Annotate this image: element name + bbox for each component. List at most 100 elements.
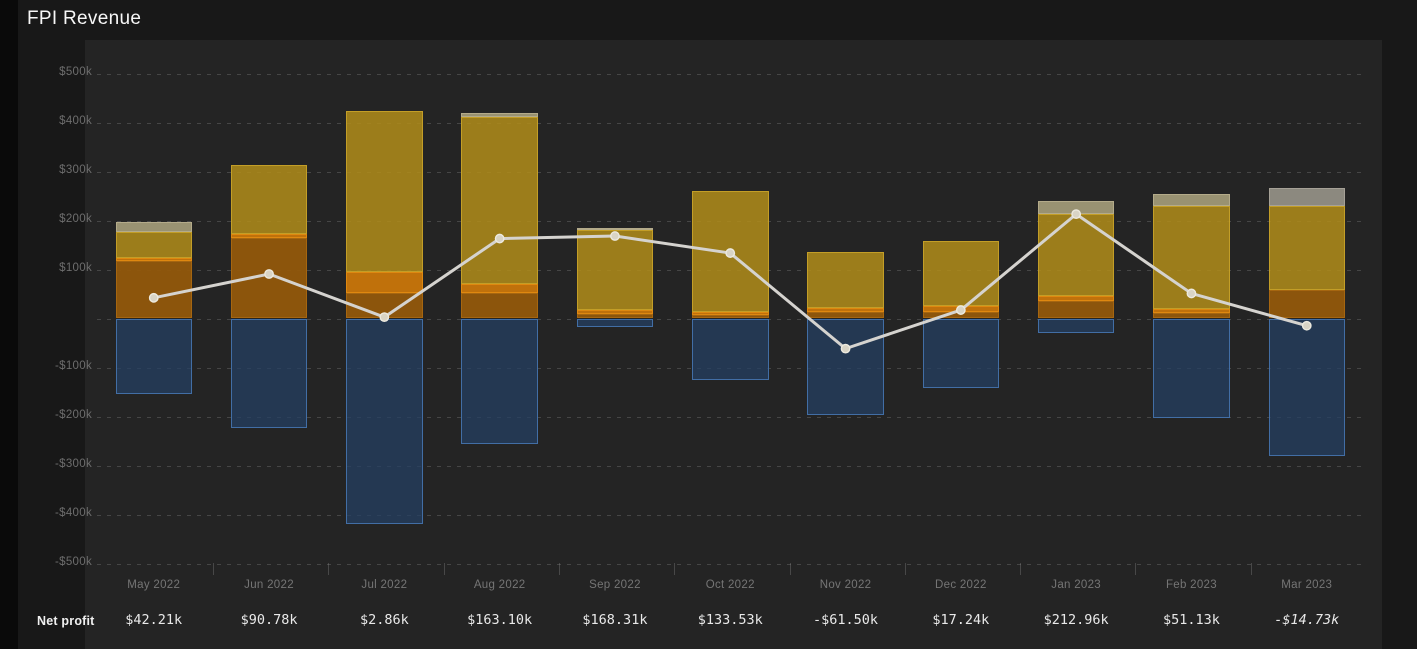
- x-axis-label-mar-2023: Mar 2023: [1281, 579, 1333, 591]
- segment-negative-blue-jan-2023[interactable]: [1037, 318, 1115, 334]
- x-axis-tick: [558, 563, 560, 575]
- x-axis-tick: [443, 563, 445, 575]
- gridline--500: [97, 563, 1362, 565]
- segment-orange-bright-jun-2022[interactable]: [230, 234, 308, 238]
- net-profit-value-jun-2022: $90.78k: [240, 612, 298, 628]
- x-axis-tick: [1250, 563, 1252, 575]
- net-profit-value-aug-2022: $163.10k: [467, 612, 533, 628]
- segment-orange-bright-nov-2022[interactable]: [807, 307, 884, 313]
- x-axis-label-aug-2022: Aug 2022: [473, 579, 526, 591]
- page-title: FPI Revenue: [27, 8, 142, 29]
- net-profit-point-nov-2022[interactable]: [840, 343, 851, 354]
- net-profit-value-feb-2023: $51.13k: [1162, 612, 1220, 628]
- segment-khaki-feb-2023[interactable]: [1153, 194, 1230, 207]
- y-axis-label: -$400k: [55, 506, 92, 519]
- gridline--400: [97, 514, 1362, 516]
- x-axis-label-jan-2023: Jan 2023: [1051, 579, 1102, 591]
- x-axis-tick: [213, 563, 214, 575]
- gridline-500: [97, 73, 1362, 75]
- x-axis-tick: [328, 563, 330, 575]
- segment-orange-dark-aug-2022[interactable]: [461, 293, 538, 319]
- segment-negative-blue-dec-2022[interactable]: [922, 318, 1000, 388]
- x-axis-label-may-2022: May 2022: [127, 579, 181, 591]
- net-profit-value-dec-2022: $17.24k: [932, 612, 990, 628]
- net-profit-value-may-2022: $42.21k: [125, 612, 183, 628]
- x-axis-label-jul-2022: Jul 2022: [361, 579, 408, 591]
- net-profit-point-mar-2023[interactable]: [1301, 320, 1312, 331]
- net-profit-point-aug-2022[interactable]: [494, 233, 505, 244]
- segment-orange-bright-aug-2022[interactable]: [461, 284, 538, 293]
- x-axis-label-dec-2022: Dec 2022: [935, 579, 987, 591]
- segment-orange-bright-oct-2022[interactable]: [692, 311, 769, 316]
- net-profit-point-feb-2023[interactable]: [1186, 288, 1197, 299]
- segment-orange-dark-may-2022[interactable]: [115, 260, 192, 319]
- segment-gold-nov-2022[interactable]: [807, 252, 884, 308]
- segment-gold-mar-2023[interactable]: [1268, 206, 1345, 291]
- x-axis-tick: [674, 563, 676, 575]
- x-axis-tick: [1020, 563, 1022, 575]
- segment-negative-blue-feb-2023[interactable]: [1153, 318, 1230, 418]
- x-axis-label-sep-2022: Sep 2022: [589, 579, 641, 591]
- segment-negative-blue-aug-2022[interactable]: [461, 318, 538, 445]
- y-axis-label: $500k: [59, 65, 92, 78]
- y-axis-label: -$300k: [55, 457, 92, 470]
- net-profit-point-dec-2022[interactable]: [955, 305, 966, 315]
- segment-negative-blue-jul-2022[interactable]: [346, 318, 423, 525]
- y-axis-label: $100k: [59, 261, 92, 274]
- left-edge-strip: [0, 0, 18, 649]
- segment-orange-bright-jan-2023[interactable]: [1037, 296, 1115, 302]
- segment-negative-blue-may-2022[interactable]: [115, 318, 192, 394]
- x-axis-label-oct-2022: Oct 2022: [705, 579, 755, 591]
- segment-orange-bright-jul-2022[interactable]: [346, 272, 423, 294]
- y-axis-label: -$100k: [55, 359, 92, 372]
- segment-orange-bright-may-2022[interactable]: [115, 257, 192, 261]
- segment-gold-dec-2022[interactable]: [922, 241, 1000, 306]
- x-axis-label-nov-2022: Nov 2022: [819, 579, 872, 591]
- segment-negative-blue-mar-2023[interactable]: [1268, 318, 1345, 457]
- y-axis-label: -$500k: [55, 555, 92, 568]
- y-axis-label: -$200k: [55, 408, 92, 421]
- net-profit-value-sep-2022: $168.31k: [582, 612, 648, 628]
- net-profit-value-jul-2022: $2.86k: [359, 612, 409, 628]
- segment-gray-mar-2023[interactable]: [1268, 188, 1345, 207]
- net-profit-row-label: Net profit: [37, 614, 95, 628]
- net-profit-point-jan-2023[interactable]: [1071, 209, 1082, 220]
- y-axis-label: $200k: [59, 212, 92, 225]
- gridline-300: [97, 171, 1362, 173]
- segment-gold-jun-2022[interactable]: [230, 164, 308, 235]
- segment-orange-dark-mar-2023[interactable]: [1268, 290, 1345, 319]
- net-profit-point-jul-2022[interactable]: [379, 312, 390, 322]
- segment-gold-jan-2023[interactable]: [1037, 214, 1115, 297]
- net-profit-value-mar-2023: -$14.73k: [1274, 612, 1340, 628]
- segment-orange-dark-jan-2023[interactable]: [1037, 301, 1115, 319]
- segment-negative-blue-jun-2022[interactable]: [230, 318, 308, 428]
- segment-khaki-aug-2022[interactable]: [461, 112, 538, 117]
- segment-negative-blue-nov-2022[interactable]: [807, 318, 884, 415]
- x-axis-label-jun-2022: Jun 2022: [244, 579, 294, 591]
- net-profit-point-may-2022[interactable]: [148, 292, 159, 303]
- x-axis-label-feb-2023: Feb 2023: [1165, 579, 1217, 591]
- segment-negative-blue-sep-2022[interactable]: [576, 318, 654, 327]
- segment-orange-bright-sep-2022[interactable]: [576, 310, 654, 314]
- net-profit-point-sep-2022[interactable]: [610, 231, 620, 241]
- y-axis-label: $400k: [59, 114, 92, 127]
- segment-gold-sep-2022[interactable]: [576, 230, 654, 311]
- net-profit-point-oct-2022[interactable]: [725, 248, 736, 258]
- net-profit-point-jun-2022[interactable]: [264, 269, 274, 279]
- x-axis-tick: [904, 563, 906, 575]
- x-axis-tick: [789, 563, 791, 575]
- gridline--200: [97, 416, 1362, 418]
- y-axis-label: $300k: [59, 163, 92, 176]
- segment-khaki-sep-2022[interactable]: [576, 227, 654, 231]
- gridline--300: [97, 465, 1362, 467]
- segment-orange-bright-feb-2023[interactable]: [1153, 308, 1230, 313]
- segment-khaki-may-2022[interactable]: [115, 222, 192, 233]
- segment-gold-may-2022[interactable]: [115, 232, 192, 258]
- segment-gold-jul-2022[interactable]: [346, 111, 423, 273]
- segment-negative-blue-oct-2022[interactable]: [692, 318, 769, 381]
- segment-gold-aug-2022[interactable]: [461, 116, 538, 285]
- net-profit-value-oct-2022: $133.53k: [697, 612, 763, 628]
- gridline-400: [97, 122, 1362, 124]
- x-axis-tick: [1135, 563, 1137, 575]
